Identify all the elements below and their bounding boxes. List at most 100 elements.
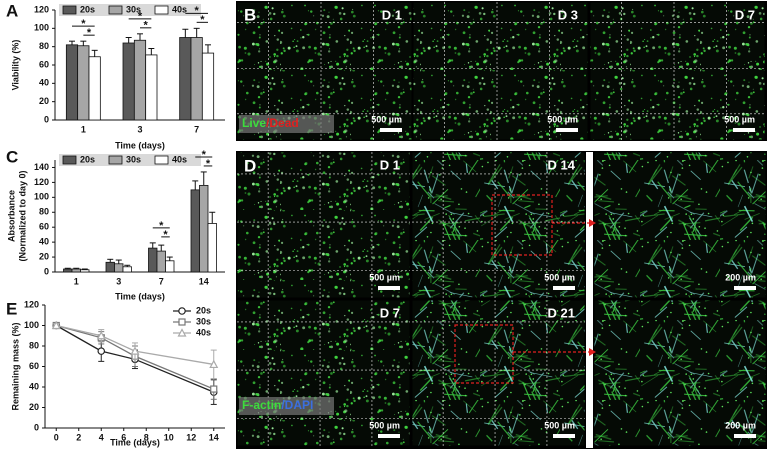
series-line	[55, 324, 214, 393]
significance-star: *	[195, 5, 200, 17]
timepoint-label: D 3	[558, 7, 578, 22]
x-tick-label: 7	[194, 124, 199, 134]
scale-bar	[378, 286, 400, 290]
stain-label: Live/Dead	[242, 116, 299, 130]
x-tick-label: 14	[199, 276, 209, 286]
micrograph	[412, 1, 589, 141]
micrograph	[236, 299, 411, 447]
legend-swatch	[154, 155, 169, 165]
stain-label: F-actin/DAPI	[242, 398, 313, 412]
scale-label: 200 µm	[725, 420, 756, 430]
micrograph	[411, 151, 586, 299]
y-axis-title: (Normalized to day 0)	[17, 170, 27, 261]
bar	[114, 263, 124, 273]
y-tick-label: 80	[29, 340, 39, 350]
significance-star: *	[87, 27, 92, 39]
micrograph-zoom	[593, 151, 767, 299]
y-tick-label: 40	[39, 237, 49, 247]
marker	[178, 318, 186, 326]
legend-label: 30s	[126, 4, 141, 14]
x-tick-label: 14	[209, 432, 219, 442]
x-tick-label: 1	[74, 276, 79, 286]
scale-label: 500 µm	[724, 114, 755, 124]
scale-bar	[556, 128, 578, 132]
significance-star: *	[81, 18, 86, 30]
panel-label: E	[6, 299, 17, 318]
x-tick-label: 3	[137, 124, 142, 134]
y-tick-label: 60	[29, 361, 39, 371]
x-axis-title: Time (days)	[110, 437, 160, 447]
y-tick-label: 0	[34, 422, 39, 432]
legend-label: 20s	[80, 4, 95, 14]
x-tick-label: 6	[121, 432, 126, 442]
significance-star: *	[206, 158, 211, 170]
legend-label: 30s	[196, 316, 211, 326]
series-line	[56, 324, 214, 366]
significance-star: *	[159, 220, 164, 232]
y-tick-label: 40	[29, 381, 39, 391]
micrograph-zoom	[593, 299, 767, 447]
significance-star: *	[144, 20, 149, 32]
bar	[207, 223, 217, 273]
x-tick-label: 2	[76, 432, 81, 442]
x-tick-label: 8	[144, 432, 149, 442]
scale-bar	[733, 128, 755, 132]
marker	[97, 347, 106, 355]
bar	[88, 56, 101, 121]
bar	[122, 42, 135, 121]
bar	[190, 189, 200, 273]
x-tick-label: 3	[116, 276, 121, 286]
scale-label: 500 µm	[544, 420, 575, 430]
scale-label: 200 µm	[725, 272, 756, 282]
y-axis-title: Viability (%)	[10, 40, 20, 91]
panel-label: D	[244, 156, 256, 175]
x-tick-label: 4	[99, 432, 104, 442]
significance-star: *	[202, 149, 207, 161]
timepoint-label: D 1	[380, 157, 400, 172]
legend-label: 40s	[172, 4, 187, 14]
y-tick-label: 20	[39, 96, 49, 106]
stain-part: Live	[242, 116, 266, 130]
bar	[71, 268, 81, 273]
legend-swatch	[108, 155, 123, 165]
bar	[145, 54, 158, 121]
x-tick-label: 10	[164, 432, 174, 442]
y-axis-title: Absorbance	[6, 190, 16, 242]
y-tick-label: 40	[39, 78, 49, 88]
bar	[80, 269, 90, 273]
scale-label: 500 µm	[371, 114, 402, 124]
scale-bar	[734, 286, 756, 290]
scale-label: 500 µm	[369, 272, 400, 282]
stain-box	[239, 397, 334, 415]
x-tick-label: 1	[81, 124, 86, 134]
y-tick-label: 140	[34, 162, 49, 172]
marker	[130, 346, 140, 355]
series-line	[56, 324, 214, 390]
y-tick-label: 80	[39, 41, 49, 51]
significance-star: *	[200, 14, 205, 26]
scale-bar	[553, 286, 575, 290]
bar	[105, 261, 115, 273]
y-axis-title: Remaining mass (%)	[10, 322, 20, 410]
legend-swatch	[62, 5, 77, 15]
scale-bar	[553, 434, 575, 438]
timepoint-label: D 7	[380, 305, 400, 320]
marker	[209, 359, 219, 369]
y-tick-label: 0	[44, 266, 49, 276]
micrograph	[589, 1, 766, 141]
marker	[96, 330, 106, 340]
y-tick-label: 120	[34, 177, 49, 187]
panel-label: C	[6, 147, 18, 166]
stain-part: /Dead	[266, 116, 299, 130]
legend-swatch	[62, 155, 77, 165]
panel-label: B	[244, 5, 256, 24]
y-tick-label: 100	[34, 23, 49, 33]
legend-label: 40s	[196, 327, 211, 337]
y-tick-label: 100	[24, 320, 39, 330]
bar	[179, 37, 192, 121]
bar	[77, 45, 90, 121]
bar	[190, 37, 203, 121]
micrograph	[236, 151, 411, 299]
scale-label: 500 µm	[547, 114, 578, 124]
